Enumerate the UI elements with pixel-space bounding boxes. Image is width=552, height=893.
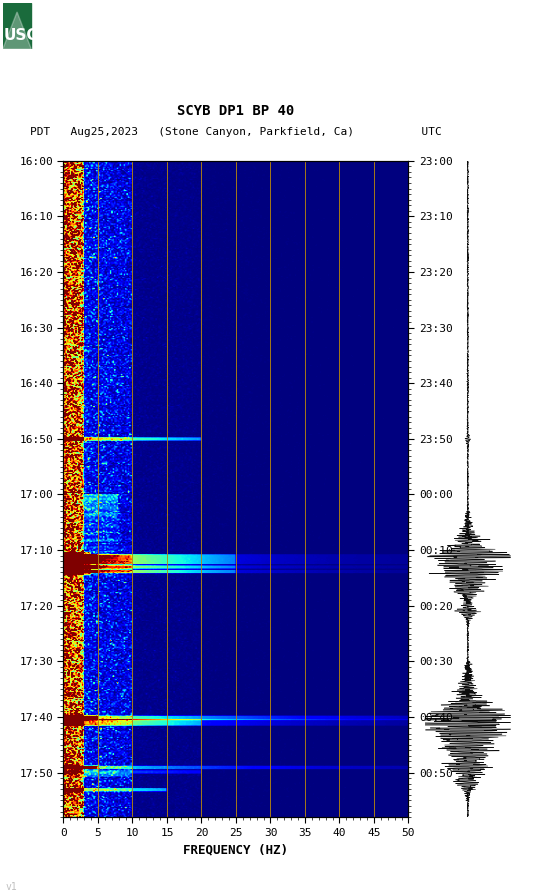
Text: USGS: USGS	[4, 29, 51, 44]
Polygon shape	[3, 12, 31, 49]
Bar	[3, 3, 31, 49]
Text: v1: v1	[6, 882, 17, 892]
Text: PDT   Aug25,2023   (Stone Canyon, Parkfield, Ca)          UTC: PDT Aug25,2023 (Stone Canyon, Parkfield,…	[30, 127, 442, 137]
X-axis label: FREQUENCY (HZ): FREQUENCY (HZ)	[183, 843, 289, 856]
Text: SCYB DP1 BP 40: SCYB DP1 BP 40	[177, 104, 295, 118]
